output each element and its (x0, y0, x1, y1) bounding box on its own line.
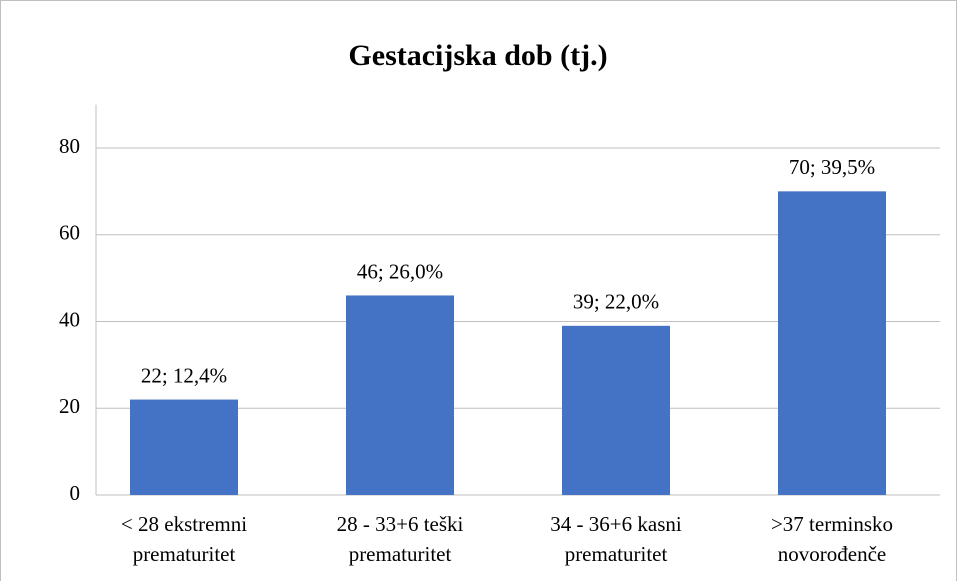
value-label: 46; 26,0% (357, 259, 443, 283)
value-label: 39; 22,0% (573, 290, 659, 314)
bar (562, 325, 670, 495)
x-tick-label: >37 terminsko novorođenče (770, 512, 894, 566)
y-tick-label: 80 (59, 134, 80, 158)
x-tick-label: < 28 ekstremni prematuritet (120, 512, 248, 566)
y-tick-label: 40 (59, 307, 80, 331)
x-tick-label: 28 - 33+6 teški prematuritet (336, 512, 464, 566)
y-tick-label: 20 (59, 394, 80, 418)
value-label: 70; 39,5% (789, 155, 875, 179)
x-tick-label: 34 - 36+6 kasni prematuritet (550, 512, 682, 566)
bar (778, 191, 886, 495)
bar (130, 399, 238, 495)
y-tick-label: 0 (70, 481, 81, 505)
y-tick-label: 60 (59, 221, 80, 245)
chart-title: Gestacijska dob (tj.) (348, 39, 607, 72)
bar (346, 295, 454, 495)
value-label: 22; 12,4% (141, 363, 227, 387)
